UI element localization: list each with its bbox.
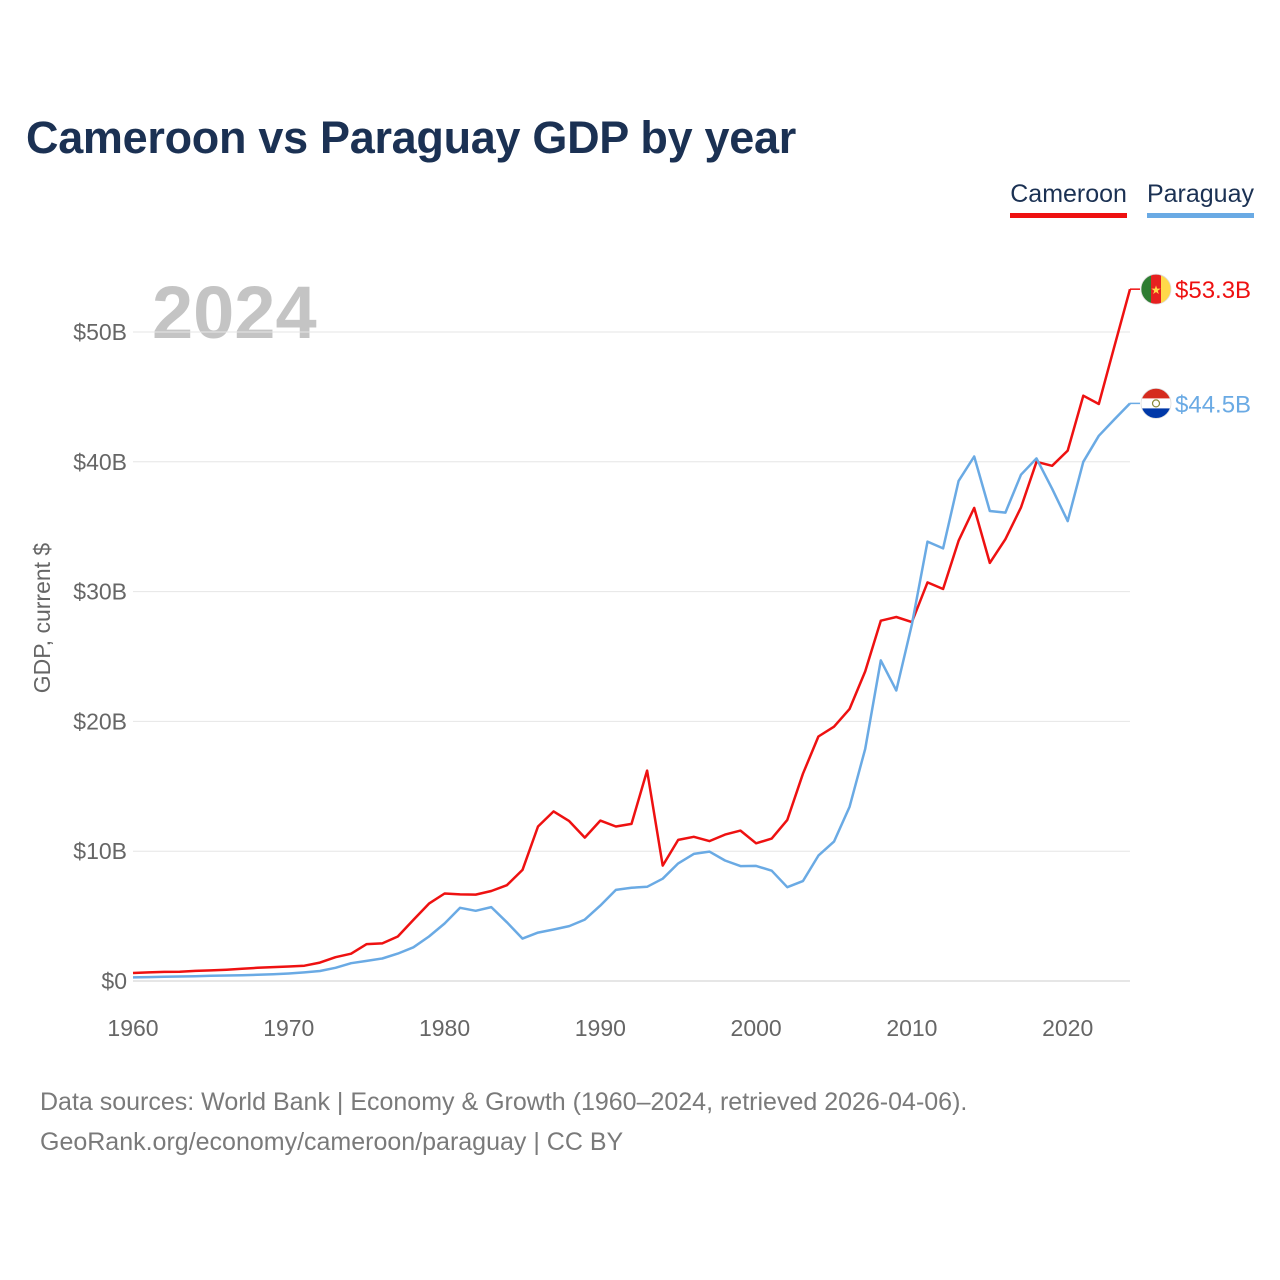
- end-value-label-paraguay: $44.5B: [1175, 391, 1251, 418]
- x-tick-label: 2010: [886, 1015, 937, 1041]
- y-tick-label: $0: [101, 968, 127, 994]
- x-tick-label: 1970: [263, 1015, 314, 1041]
- source-line-1: Data sources: World Bank | Economy & Gro…: [40, 1088, 968, 1116]
- paraguay-flag-icon: [1141, 388, 1171, 419]
- x-tick-label: 1990: [575, 1015, 626, 1041]
- y-tick-label: $20B: [73, 708, 127, 734]
- flag-ring: [1140, 387, 1172, 419]
- y-tick-label: $40B: [73, 449, 127, 475]
- x-tick-label: 1980: [419, 1015, 470, 1041]
- end-value-label-cameroon: $53.3B: [1175, 277, 1251, 304]
- chart-title: Cameroon vs Paraguay GDP by year: [26, 112, 796, 163]
- legend: Cameroon Paraguay: [1010, 180, 1254, 218]
- x-tick-label: 2000: [731, 1015, 782, 1041]
- source-line-2: GeoRank.org/economy/cameroon/paraguay | …: [40, 1128, 624, 1156]
- series-line-cameroon: [132, 288, 1132, 975]
- year-watermark: 2024: [152, 271, 317, 354]
- x-tick-label: 1960: [107, 1015, 158, 1041]
- source-note: Data sources: World Bank | Economy & Gro…: [40, 1082, 967, 1162]
- legend-item-cameroon[interactable]: Cameroon: [1010, 180, 1127, 218]
- svg-text:★: ★: [1151, 283, 1162, 297]
- y-tick-label: $50B: [73, 319, 127, 345]
- legend-item-paraguay[interactable]: Paraguay: [1146, 180, 1254, 218]
- flag-ring: [1140, 273, 1172, 305]
- cameroon-flag-icon: ★: [1141, 274, 1171, 305]
- y-tick-label: $10B: [73, 838, 127, 864]
- series-line-paraguay: [132, 402, 1131, 979]
- y-axis-label: GDP, current $: [29, 543, 55, 694]
- y-tick-label: $30B: [73, 579, 127, 605]
- x-tick-label: 2020: [1042, 1015, 1093, 1041]
